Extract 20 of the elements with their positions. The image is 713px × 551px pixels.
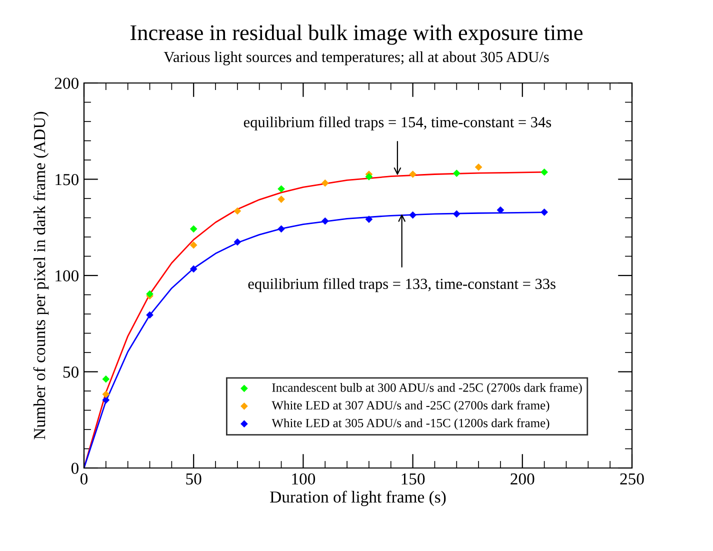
- chart-title: Increase in residual bulk image with exposure time: [130, 24, 583, 45]
- x-axis-title: Duration of light frame (s): [270, 490, 446, 506]
- x-tick-label: 50: [186, 473, 202, 485]
- y-tick-label: 0: [71, 462, 79, 474]
- legend-label: White LED at 305 ADU/s and -15C (1200s dark frame): [272, 418, 550, 430]
- x-tick-label: 250: [620, 473, 644, 485]
- x-tick-label: 200: [510, 473, 534, 485]
- legend-label: Incandescent bulb at 300 ADU/s and -25C (2700s dark frame): [272, 382, 582, 394]
- y-tick-label: 200: [54, 78, 79, 89]
- y-tick-label: 100: [56, 270, 79, 282]
- x-tick-label: 100: [292, 473, 316, 485]
- y-tick-label: 150: [56, 174, 79, 186]
- x-tick-label: 0: [80, 473, 88, 485]
- legend-label: White LED at 307 ADU/s and -25C (2700s dark frame): [272, 400, 550, 412]
- annotation: equilibrium filled traps = 133, time-constant = 33s: [248, 278, 556, 292]
- y-tick-label: 50: [63, 366, 79, 378]
- chart-subtitle: Various light sources and temperatures; all at about 305 ADU/s: [164, 51, 549, 66]
- x-tick-label: 150: [402, 473, 425, 485]
- y-axis-title: Number of counts per pixel in dark frame (ADU): [33, 112, 49, 440]
- annotation: equilibrium filled traps = 154, time-constant = 34s: [244, 116, 552, 130]
